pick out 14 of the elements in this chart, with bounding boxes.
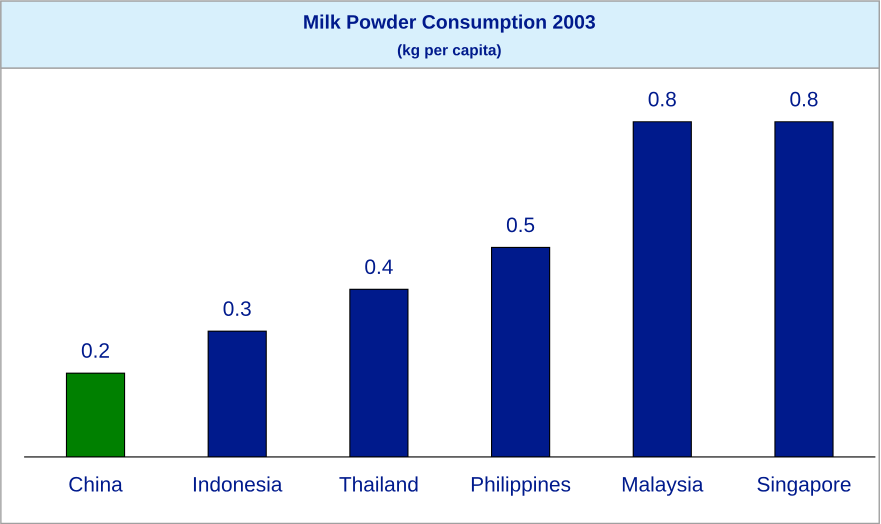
data-label: 0.4 bbox=[365, 259, 393, 274]
x-tick-label: Philippines bbox=[472, 476, 570, 496]
data-label: 0.5 bbox=[506, 217, 534, 232]
x-tick-label: Singapore bbox=[757, 476, 851, 496]
x-tick-label: Indonesia bbox=[194, 476, 282, 492]
chart-subtitle: (kg per capita) bbox=[398, 44, 501, 59]
data-label: 0.3 bbox=[224, 301, 251, 316]
x-tick-label: China bbox=[69, 476, 123, 492]
data-label: 0.2 bbox=[82, 343, 109, 358]
x-tick-label: Thailand bbox=[339, 476, 418, 492]
data-label: 0.8 bbox=[790, 92, 818, 107]
x-tick-label: Malaysia bbox=[622, 476, 704, 496]
data-label: 0.8 bbox=[648, 92, 676, 107]
chart-title: Milk Powder Consumption 2003 bbox=[304, 14, 596, 33]
